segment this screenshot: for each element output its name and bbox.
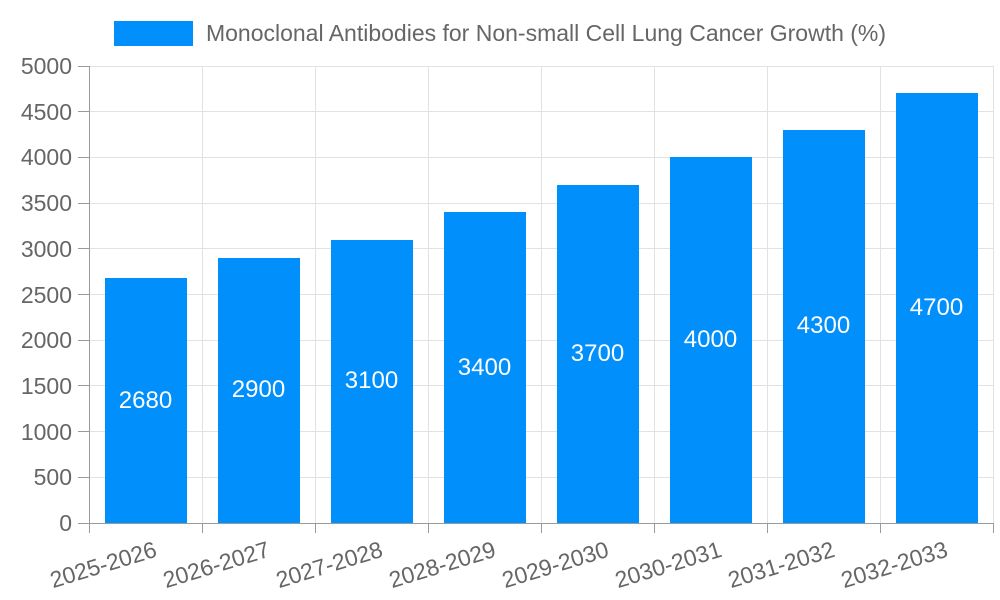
y-tick-label: 500 [33, 464, 72, 491]
bar[interactable]: 3700 [556, 184, 639, 523]
x-tick-mark [427, 523, 429, 533]
bar-value-label: 4700 [909, 294, 964, 322]
bar[interactable]: 3100 [330, 239, 413, 523]
bar-value-label: 4300 [796, 312, 851, 340]
bar[interactable]: 4700 [895, 93, 978, 523]
x-tick-label: 2026-2027 [159, 536, 273, 594]
y-tick-mark [78, 65, 89, 67]
y-tick-label: 5000 [20, 53, 72, 79]
x-tick-label: 2027-2028 [272, 536, 386, 594]
y-tick-mark [78, 248, 89, 250]
x-tick-label: 2032-2033 [837, 536, 951, 594]
gridline-vertical [201, 66, 203, 523]
plot-area: 2680 2900 3100 3400 3700 4000 4300 4700 [88, 65, 994, 524]
x-tick-mark [653, 523, 655, 533]
y-tick-label: 4500 [20, 98, 72, 125]
gridline-vertical [879, 66, 881, 523]
legend-series-label: Monoclonal Antibodies for Non-small Cell… [205, 20, 887, 46]
bar-value-label: 3100 [344, 367, 399, 395]
y-tick-mark [78, 385, 89, 387]
y-tick-mark [78, 202, 89, 204]
bar[interactable]: 4300 [782, 129, 865, 523]
legend-swatch-icon [113, 21, 193, 46]
y-tick-label: 0 [59, 510, 72, 536]
gridline-vertical [653, 66, 655, 523]
bar[interactable]: 2680 [104, 278, 187, 523]
x-axis-line [89, 522, 993, 524]
x-tick-label: 2031-2032 [724, 536, 838, 594]
gridline-vertical [992, 66, 994, 523]
gridline-vertical [540, 66, 542, 523]
x-tick-label: 2028-2029 [385, 536, 499, 594]
x-tick-label: 2029-2030 [498, 536, 612, 594]
y-tick-mark [78, 339, 89, 341]
bar-value-label: 3400 [457, 353, 512, 381]
x-tick-mark [879, 523, 881, 533]
bar[interactable]: 4000 [669, 157, 752, 523]
y-tick-label: 1000 [20, 418, 72, 445]
bar-value-label: 4000 [683, 326, 738, 354]
bar[interactable]: 3400 [443, 212, 526, 523]
y-tick-label: 2000 [20, 327, 72, 354]
y-tick-mark [78, 156, 89, 158]
x-tick-mark [540, 523, 542, 533]
bar[interactable]: 2900 [217, 257, 300, 523]
x-tick-mark [766, 523, 768, 533]
y-tick-mark [78, 111, 89, 113]
gridline-vertical [766, 66, 768, 523]
y-tick-label: 3500 [20, 190, 72, 217]
y-tick-mark [78, 476, 89, 478]
gridline-vertical [427, 66, 429, 523]
y-tick-mark [78, 522, 89, 524]
gridline-vertical [314, 66, 316, 523]
legend[interactable]: Monoclonal Antibodies for Non-small Cell… [0, 20, 1000, 47]
bar-value-label: 2900 [231, 376, 286, 404]
y-tick-mark [78, 294, 89, 295]
y-axis-line [88, 66, 90, 523]
x-tick-mark [88, 523, 90, 533]
bar-value-label: 2680 [118, 386, 173, 414]
x-tick-label: 2030-2031 [611, 536, 725, 594]
y-tick-label: 1500 [20, 372, 72, 399]
y-tick-label: 3000 [20, 235, 72, 262]
bar-value-label: 3700 [570, 339, 625, 367]
x-tick-label: 2025-2026 [46, 536, 160, 594]
x-tick-mark [992, 523, 994, 533]
y-tick-label: 4000 [20, 144, 72, 171]
y-tick-label: 2500 [20, 281, 72, 308]
y-tick-mark [78, 431, 89, 433]
x-tick-mark [201, 523, 203, 533]
x-tick-mark [314, 523, 316, 533]
